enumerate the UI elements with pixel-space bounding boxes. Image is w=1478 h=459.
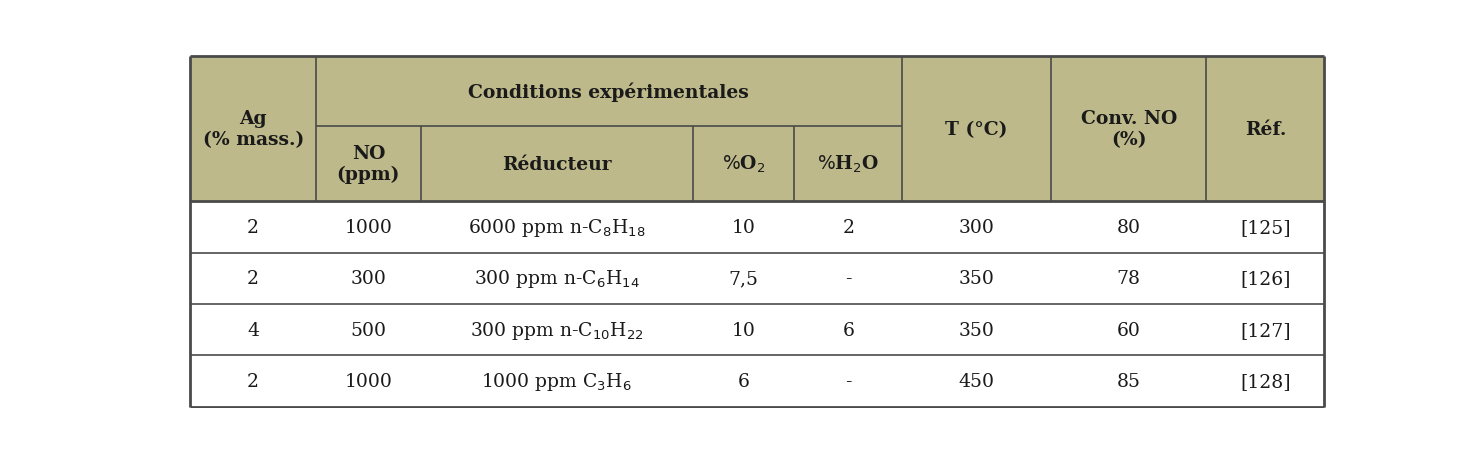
Text: 4: 4 [247,321,259,339]
Text: -: - [845,270,851,288]
Text: 2: 2 [247,218,259,237]
Text: T (°C): T (°C) [946,120,1008,139]
Text: [128]: [128] [1240,372,1290,390]
Text: 6000 ppm n-C$_8$H$_{18}$: 6000 ppm n-C$_8$H$_{18}$ [469,217,646,239]
Text: [126]: [126] [1240,270,1290,288]
Text: 1000: 1000 [344,218,392,237]
Text: 450: 450 [959,372,995,390]
Text: [125]: [125] [1240,218,1290,237]
Text: Réf.: Réf. [1244,120,1286,139]
Text: 7,5: 7,5 [729,270,758,288]
Text: 2: 2 [842,218,854,237]
Text: 300 ppm n-C$_6$H$_{14}$: 300 ppm n-C$_6$H$_{14}$ [474,268,640,290]
Bar [191,202,1324,407]
Text: 1000 ppm C$_3$H$_6$: 1000 ppm C$_3$H$_6$ [482,370,633,392]
Text: Conv. NO
(%): Conv. NO (%) [1080,110,1176,149]
Text: 78: 78 [1117,270,1141,288]
Text: NO
(ppm): NO (ppm) [337,145,401,184]
Bar [191,57,1324,202]
Text: 6: 6 [738,372,749,390]
Text: 2: 2 [247,372,259,390]
Text: 300 ppm n-C$_{10}$H$_{22}$: 300 ppm n-C$_{10}$H$_{22}$ [470,319,644,341]
Text: 6: 6 [842,321,854,339]
Text: -: - [845,372,851,390]
Text: Réducteur: Réducteur [503,155,612,174]
Text: 350: 350 [959,321,995,339]
Text: Ag
(% mass.): Ag (% mass.) [202,110,304,149]
Text: [127]: [127] [1240,321,1290,339]
Text: 1000: 1000 [344,372,392,390]
Text: $\%$H$_2$O: $\%$H$_2$O [817,154,879,175]
Text: 2: 2 [247,270,259,288]
Text: 300: 300 [350,270,386,288]
Text: Conditions expérimentales: Conditions expérimentales [469,82,749,101]
Text: 10: 10 [732,321,755,339]
Text: 350: 350 [959,270,995,288]
Text: 300: 300 [959,218,995,237]
Text: 85: 85 [1117,372,1141,390]
Text: 80: 80 [1117,218,1141,237]
Text: 60: 60 [1117,321,1141,339]
Text: $\%$O$_2$: $\%$O$_2$ [723,154,766,175]
Text: 10: 10 [732,218,755,237]
Text: 500: 500 [350,321,386,339]
